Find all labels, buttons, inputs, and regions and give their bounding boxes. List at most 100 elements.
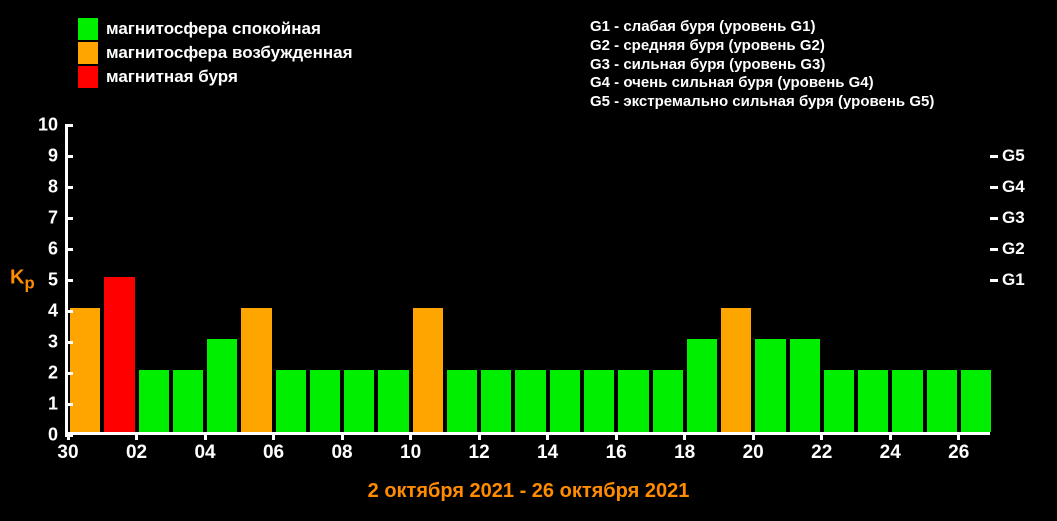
kp-chart-container: магнитосфера спокойная магнитосфера возбу… xyxy=(0,0,1057,521)
legend-row: магнитная буря xyxy=(78,66,353,88)
right-tick xyxy=(990,217,998,220)
right-tick-label: G4 xyxy=(1002,177,1025,197)
x-tick-label: 20 xyxy=(743,442,764,464)
bar xyxy=(653,370,683,432)
y-tick xyxy=(65,248,73,251)
y-tick xyxy=(65,217,73,220)
y-tick-label: 1 xyxy=(48,394,58,415)
y-tick xyxy=(65,155,73,158)
bar xyxy=(104,277,134,432)
bar xyxy=(755,339,785,432)
bar xyxy=(824,370,854,432)
bar xyxy=(584,370,614,432)
legend-label: магнитосфера спокойная xyxy=(106,19,321,39)
g-legend-row: G2 - средняя буря (уровень G2) xyxy=(590,37,934,56)
x-tick-label: 06 xyxy=(263,442,284,464)
x-tick-label: 18 xyxy=(674,442,695,464)
legend: магнитосфера спокойная магнитосфера возбу… xyxy=(78,18,353,90)
x-tick xyxy=(683,432,686,440)
right-tick-label: G5 xyxy=(1002,146,1025,166)
bar xyxy=(276,370,306,432)
y-tick xyxy=(65,341,73,344)
y-tick-label: 9 xyxy=(48,146,58,167)
right-tick-label: G2 xyxy=(1002,239,1025,259)
legend-label: магнитная буря xyxy=(106,67,238,87)
right-tick-label: G1 xyxy=(1002,270,1025,290)
bar xyxy=(550,370,580,432)
right-tick-label: G3 xyxy=(1002,208,1025,228)
bar xyxy=(892,370,922,432)
legend-swatch xyxy=(78,18,98,40)
y-tick-label: 2 xyxy=(48,363,58,384)
x-tick-label: 04 xyxy=(194,442,215,464)
y-tick xyxy=(65,403,73,406)
legend-row: магнитосфера возбужденная xyxy=(78,42,353,64)
x-tick xyxy=(135,432,138,440)
plot-area: 012345678910G1G2G3G4G5300204060810121416… xyxy=(65,125,990,435)
x-tick-label: 16 xyxy=(606,442,627,464)
g-legend-row: G1 - слабая буря (уровень G1) xyxy=(590,18,934,37)
x-tick-label: 12 xyxy=(469,442,490,464)
chart-area: Kp 012345678910G1G2G3G4G5300204060810121… xyxy=(65,125,990,435)
x-tick-label: 10 xyxy=(400,442,421,464)
y-tick-label: 6 xyxy=(48,239,58,260)
bars-group xyxy=(68,122,993,432)
x-tick-label: 02 xyxy=(126,442,147,464)
g-scale-legend: G1 - слабая буря (уровень G1)G2 - средня… xyxy=(590,18,934,112)
bar xyxy=(378,370,408,432)
bar xyxy=(413,308,443,432)
legend-swatch xyxy=(78,66,98,88)
y-tick-label: 10 xyxy=(38,115,58,136)
bar xyxy=(70,308,100,432)
bar xyxy=(310,370,340,432)
right-tick xyxy=(990,279,998,282)
bar xyxy=(447,370,477,432)
x-axis-title: 2 октября 2021 - 26 октября 2021 xyxy=(0,480,1057,503)
x-tick xyxy=(957,432,960,440)
y-tick xyxy=(65,124,73,127)
right-tick xyxy=(990,186,998,189)
bar xyxy=(858,370,888,432)
y-tick-label: 3 xyxy=(48,332,58,353)
bar xyxy=(618,370,648,432)
y-tick xyxy=(65,310,73,313)
y-tick-label: 4 xyxy=(48,301,58,322)
x-tick xyxy=(752,432,755,440)
right-tick xyxy=(990,248,998,251)
g-legend-row: G5 - экстремально сильная буря (уровень … xyxy=(590,93,934,112)
x-tick xyxy=(67,432,70,440)
bar xyxy=(241,308,271,432)
x-tick xyxy=(341,432,344,440)
x-tick-label: 30 xyxy=(57,442,78,464)
y-tick xyxy=(65,279,73,282)
bar xyxy=(790,339,820,432)
bar xyxy=(961,370,991,432)
x-tick xyxy=(820,432,823,440)
x-tick-label: 14 xyxy=(537,442,558,464)
g-legend-row: G3 - сильная буря (уровень G3) xyxy=(590,56,934,75)
y-axis-label: Kp xyxy=(10,267,35,294)
x-tick xyxy=(204,432,207,440)
x-tick xyxy=(615,432,618,440)
y-tick-label: 8 xyxy=(48,177,58,198)
y-tick-label: 5 xyxy=(48,270,58,291)
bar xyxy=(344,370,374,432)
bar xyxy=(927,370,957,432)
bar xyxy=(481,370,511,432)
bar xyxy=(515,370,545,432)
x-tick xyxy=(272,432,275,440)
x-tick-label: 22 xyxy=(811,442,832,464)
x-tick xyxy=(478,432,481,440)
bar xyxy=(721,308,751,432)
bar xyxy=(687,339,717,432)
bar xyxy=(207,339,237,432)
legend-swatch xyxy=(78,42,98,64)
legend-row: магнитосфера спокойная xyxy=(78,18,353,40)
bar xyxy=(139,370,169,432)
x-tick-label: 24 xyxy=(880,442,901,464)
g-legend-row: G4 - очень сильная буря (уровень G4) xyxy=(590,74,934,93)
legend-label: магнитосфера возбужденная xyxy=(106,43,353,63)
x-tick-label: 08 xyxy=(331,442,352,464)
right-tick xyxy=(990,155,998,158)
y-tick-label: 7 xyxy=(48,208,58,229)
